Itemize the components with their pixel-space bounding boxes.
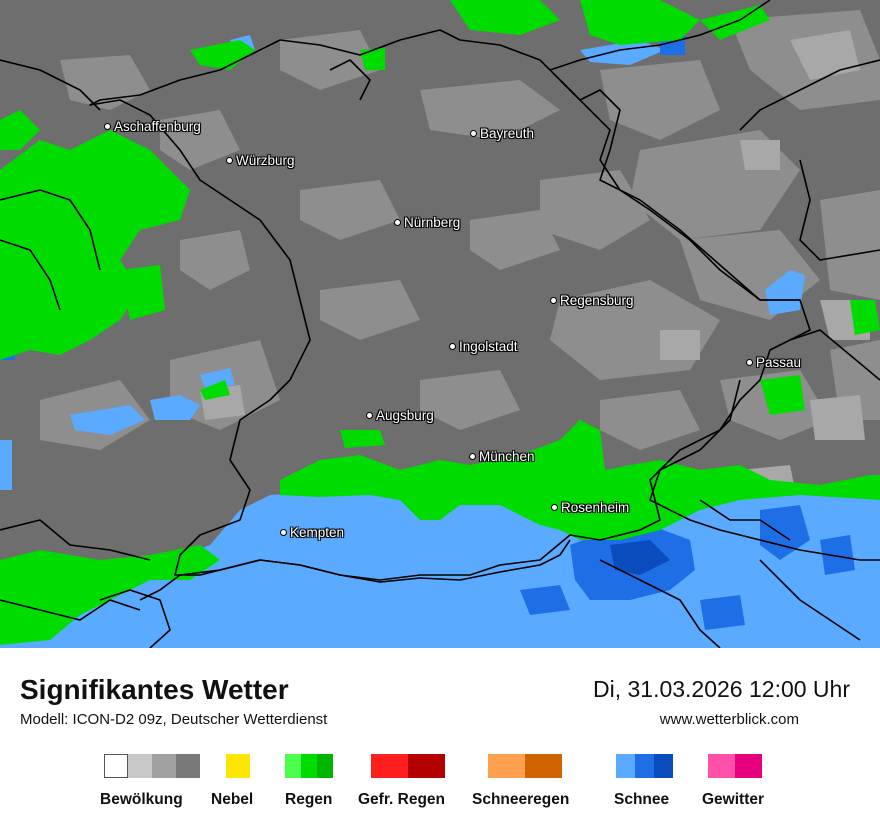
website-link[interactable]: www.wetterblick.com bbox=[659, 711, 799, 728]
rain-layer bbox=[0, 0, 880, 645]
map-footer: Signifikantes Wetter Modell: ICON-D2 09z… bbox=[0, 648, 880, 830]
legend-label-schnee: Schnee bbox=[614, 791, 670, 808]
legend-nebel bbox=[226, 754, 250, 778]
swatch bbox=[152, 754, 176, 778]
city-dot bbox=[449, 342, 456, 350]
swatch bbox=[371, 754, 408, 778]
city-passau: Passau bbox=[746, 356, 801, 370]
city-dot bbox=[550, 296, 557, 304]
legend-label-gewitter: Gewitter bbox=[702, 791, 765, 808]
city-bayreuth: Bayreuth bbox=[470, 127, 534, 141]
city-aschaffenburg: Aschaffenburg bbox=[104, 120, 201, 134]
weather-map: Aschaffenburg Würzburg Bayreuth Nürnberg… bbox=[0, 0, 880, 648]
city-wuerzburg: Würzburg bbox=[226, 154, 295, 168]
city-rosenheim: Rosenheim bbox=[551, 501, 629, 515]
city-label: Rosenheim bbox=[561, 500, 630, 515]
cloud-light-layer bbox=[10, 10, 880, 450]
swatch bbox=[226, 754, 250, 778]
swatch bbox=[735, 754, 762, 778]
legend-label-nebel: Nebel bbox=[211, 791, 254, 808]
city-dot bbox=[280, 528, 287, 536]
swatch bbox=[635, 754, 654, 778]
swatch bbox=[408, 754, 445, 778]
legend-label-bewoelkung: Bewölkung bbox=[100, 791, 183, 808]
city-label: Kempten bbox=[290, 525, 345, 540]
map-layers bbox=[0, 0, 880, 648]
city-dot bbox=[551, 503, 558, 511]
city-dot bbox=[226, 156, 233, 164]
swatch bbox=[525, 754, 562, 778]
swatch bbox=[708, 754, 735, 778]
city-label: Bayreuth bbox=[480, 126, 535, 141]
legend-label-gefr-regen: Gefr. Regen bbox=[358, 791, 445, 808]
swatch bbox=[285, 754, 301, 778]
swatch bbox=[128, 754, 152, 778]
city-ingolstadt: Ingolstadt bbox=[449, 340, 518, 354]
city-label: Augsburg bbox=[376, 408, 434, 423]
city-dot bbox=[470, 129, 477, 137]
swatch bbox=[176, 754, 200, 778]
city-label: Regensburg bbox=[560, 293, 634, 308]
legend-schnee bbox=[616, 754, 673, 778]
city-muenchen: München bbox=[469, 450, 535, 464]
city-nuernberg: Nürnberg bbox=[394, 216, 460, 230]
swatch bbox=[317, 754, 333, 778]
city-label: Aschaffenburg bbox=[114, 119, 201, 134]
city-dot bbox=[746, 358, 753, 366]
city-label: München bbox=[479, 449, 535, 464]
city-label: Würzburg bbox=[236, 153, 295, 168]
forecast-datetime: Di, 31.03.2026 12:00 Uhr bbox=[592, 676, 850, 702]
city-dot bbox=[366, 411, 373, 419]
swatch bbox=[616, 754, 635, 778]
legend-gewitter bbox=[708, 754, 762, 778]
swatch bbox=[104, 754, 128, 778]
model-source: Modell: ICON-D2 09z, Deutscher Wetterdie… bbox=[20, 711, 328, 728]
legend-bewoelkung bbox=[104, 754, 200, 778]
city-augsburg: Augsburg bbox=[366, 409, 434, 423]
city-label: Nürnberg bbox=[404, 215, 461, 230]
swatch bbox=[488, 754, 525, 778]
city-label: Passau bbox=[756, 355, 802, 370]
borders-layer bbox=[0, 0, 880, 648]
legend-regen bbox=[285, 754, 333, 778]
map-title: Signifikantes Wetter bbox=[20, 674, 289, 705]
legend-schneeregen bbox=[488, 754, 562, 778]
city-regensburg: Regensburg bbox=[550, 294, 634, 308]
legend-label-schneeregen: Schneeregen bbox=[472, 791, 570, 808]
city-dot bbox=[469, 452, 476, 460]
swatch bbox=[654, 754, 673, 778]
city-dot bbox=[394, 218, 401, 226]
city-dot bbox=[104, 122, 111, 130]
legend-label-regen: Regen bbox=[285, 791, 333, 808]
city-label: Ingolstadt bbox=[459, 339, 518, 354]
city-kempten: Kempten bbox=[280, 526, 344, 540]
legend-gefr-regen bbox=[371, 754, 445, 778]
swatch bbox=[301, 754, 317, 778]
